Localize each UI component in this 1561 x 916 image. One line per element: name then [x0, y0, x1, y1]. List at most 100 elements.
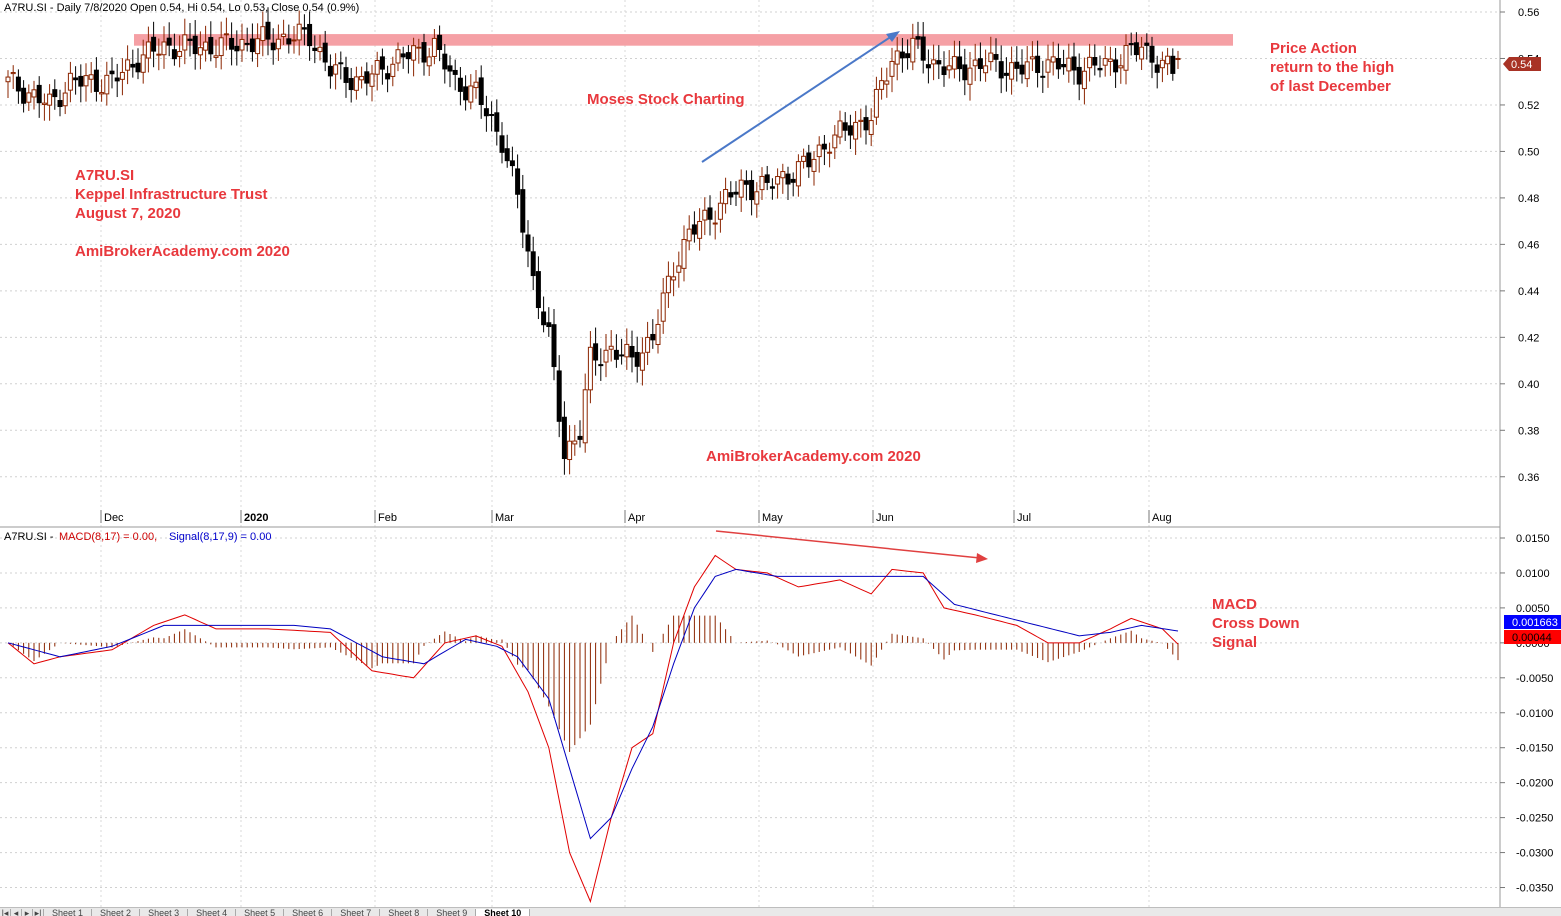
candle-body [624, 343, 630, 358]
candle-body [795, 161, 801, 187]
candle-body [1144, 42, 1150, 46]
candle-body [499, 135, 505, 153]
candle-body [847, 125, 853, 136]
sheet-tab[interactable]: Sheet 7 [332, 909, 381, 916]
price-tag: 0.54 [1511, 59, 1532, 71]
candle-body [983, 65, 989, 74]
macd-tick-label: 0.0150 [1516, 533, 1550, 545]
candle-body [1159, 59, 1165, 69]
price-tick-label: 0.44 [1518, 286, 1539, 298]
candle-body [582, 389, 588, 444]
candle-body [650, 333, 656, 341]
candle-body [572, 440, 578, 445]
candle-body [593, 343, 599, 361]
candle-body [842, 122, 848, 131]
candle-body [31, 89, 37, 98]
candle-body [281, 33, 287, 38]
candle-body [125, 59, 131, 71]
candle-body [541, 311, 547, 326]
candle-body [920, 36, 926, 61]
candle-body [764, 174, 770, 183]
sheet-tab[interactable]: Sheet 1 [44, 909, 93, 916]
annotation-pa-2: return to the high [1270, 59, 1394, 76]
candle-body [853, 121, 859, 140]
candle-body [702, 209, 708, 221]
last-sheet-icon[interactable]: ▸| [33, 909, 44, 916]
candle-body [405, 52, 411, 60]
sheet-tab[interactable]: Sheet 9 [428, 909, 477, 916]
candle-body [873, 88, 879, 118]
candle-body [717, 202, 723, 220]
candle-body [275, 38, 281, 50]
candle-body [728, 192, 734, 198]
candle-body [395, 49, 401, 64]
candle-body [1019, 64, 1025, 75]
month-tick-label: Dec [104, 512, 124, 524]
candle-body [879, 80, 885, 90]
macd-tick-label: -0.0050 [1516, 673, 1553, 685]
candle-body [494, 112, 500, 132]
next-sheet-icon[interactable]: ▸ [22, 909, 33, 916]
macd-tick-label: -0.0300 [1516, 848, 1553, 860]
candle-body [431, 37, 437, 57]
sheet-tab[interactable]: Sheet 5 [236, 909, 285, 916]
sheet-tab[interactable]: Sheet 4 [188, 909, 237, 916]
candle-body [1061, 64, 1067, 68]
annotation-moses: Moses Stock Charting [587, 91, 745, 108]
sheet-tab[interactable]: Sheet 8 [380, 909, 429, 916]
candle-body [1175, 57, 1181, 60]
candle-body [104, 74, 110, 95]
candle-body [837, 120, 843, 138]
candle-body [681, 239, 687, 269]
candle-body [177, 51, 183, 57]
candle-body [962, 64, 968, 81]
candle-body [1165, 55, 1171, 65]
sheet-tab[interactable]: Sheet 2 [92, 909, 141, 916]
price-tick-label: 0.36 [1518, 472, 1539, 484]
price-tick-label: 0.46 [1518, 239, 1539, 251]
candle-body [993, 54, 999, 60]
candle-body [374, 60, 380, 75]
candle-body [754, 191, 760, 205]
candle-body [400, 53, 406, 58]
candle-body [260, 26, 266, 42]
candle-body [229, 37, 235, 50]
candle-body [197, 47, 203, 56]
prev-sheet-icon[interactable]: ◂ [11, 909, 22, 916]
sheet-tab[interactable]: Sheet 3 [140, 909, 189, 916]
candle-body [348, 78, 354, 91]
sheet-tab[interactable]: Sheet 10 [476, 909, 531, 916]
candle-body [385, 73, 391, 80]
candle-body [858, 119, 864, 122]
candle-body [603, 349, 609, 363]
candle-body [1045, 59, 1051, 73]
candle-body [151, 36, 157, 52]
first-sheet-icon[interactable]: |◂ [0, 909, 11, 916]
candle-body [1107, 58, 1113, 62]
candle-body [1113, 59, 1119, 73]
sheet-tab[interactable]: Sheet 6 [284, 909, 333, 916]
annotation-date: August 7, 2020 [75, 205, 181, 222]
candle-body [286, 38, 292, 45]
candle-body [270, 42, 276, 51]
month-tick-label: May [762, 512, 783, 524]
candle-body [468, 85, 474, 103]
price-tag-shape [1503, 57, 1541, 71]
candle-body [478, 77, 484, 106]
candle-body [156, 53, 162, 56]
candle-body [816, 144, 822, 158]
candle-body [442, 53, 448, 70]
candle-body [972, 59, 978, 67]
candle-body [15, 76, 21, 92]
candle-body [769, 186, 775, 189]
candle-body [535, 271, 541, 309]
candle-body [1149, 45, 1155, 63]
candle-body [1139, 46, 1145, 60]
macd-histogram [12, 615, 1179, 752]
candle-body [457, 77, 463, 92]
candle-body [218, 37, 224, 57]
candle-body [182, 34, 188, 51]
candle-body [645, 336, 651, 353]
macd-tick-label: -0.0250 [1516, 813, 1553, 825]
